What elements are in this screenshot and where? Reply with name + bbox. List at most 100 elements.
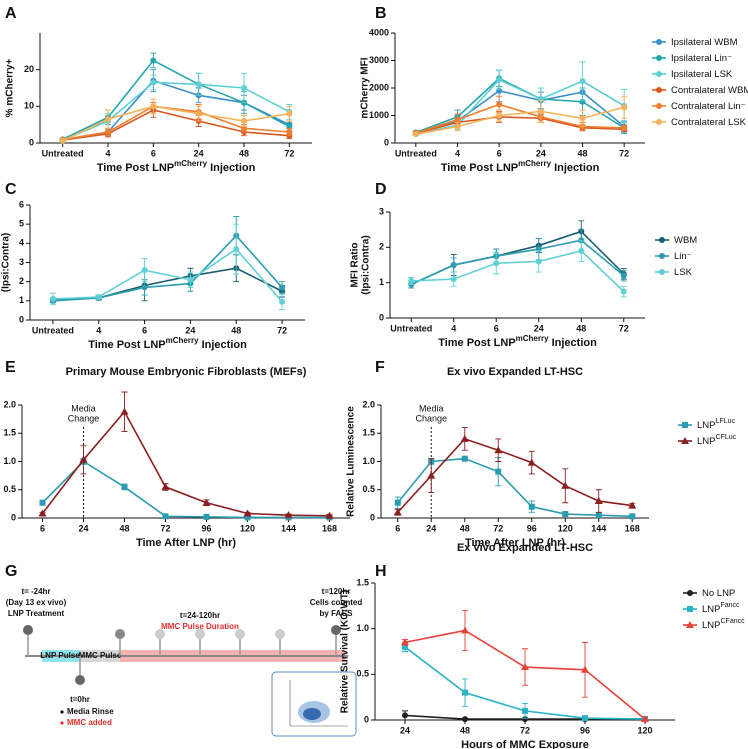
line xyxy=(410,239,625,286)
marker xyxy=(241,118,247,124)
facs-inset xyxy=(271,671,357,737)
marker xyxy=(578,247,585,254)
series xyxy=(49,223,286,310)
line xyxy=(41,410,330,517)
y-tick-label: 1 xyxy=(379,277,384,287)
x-axis-label: Hours of MMC Exposure xyxy=(461,739,589,749)
series xyxy=(408,220,627,289)
x-tick-label: 96 xyxy=(527,523,537,533)
marker xyxy=(521,663,529,671)
legend-entry: Lin⁻ xyxy=(674,251,692,262)
x-tick-label: 6 xyxy=(497,148,502,158)
lnp-pulse-label: LNP Pulse xyxy=(40,651,80,660)
x-tick-label: 120 xyxy=(240,523,255,533)
marker xyxy=(496,112,503,119)
legend-text: Ipsilateral LSK xyxy=(671,69,733,80)
x-tick-label: 6 xyxy=(395,523,400,533)
legend-marker xyxy=(656,103,662,109)
line xyxy=(52,267,283,301)
annotation-text: Change xyxy=(68,413,100,423)
legend-marker xyxy=(656,55,662,61)
marker xyxy=(493,260,500,267)
legend-text: No LNP xyxy=(702,588,735,599)
marker xyxy=(461,455,468,462)
end-time: t=120hr xyxy=(322,587,351,596)
line xyxy=(62,105,290,142)
y-tick-label: 0.5 xyxy=(3,484,16,494)
line xyxy=(415,106,625,135)
panel-letter: C xyxy=(5,181,17,198)
x-tick-label: 72 xyxy=(284,148,294,158)
x-tick-label: 24 xyxy=(78,523,88,533)
y-tick-label: 6 xyxy=(19,199,24,209)
marker xyxy=(450,276,457,283)
marker xyxy=(279,298,286,305)
legend-marker xyxy=(656,119,662,125)
x-tick-label: 120 xyxy=(637,725,652,735)
y-tick-label: 2.0 xyxy=(3,399,16,409)
x-tick-label: 72 xyxy=(619,148,629,158)
series xyxy=(394,455,636,520)
marker xyxy=(537,108,544,115)
line xyxy=(52,248,283,303)
marker xyxy=(450,262,457,268)
marker xyxy=(621,124,628,131)
y-tick-label: 1.5 xyxy=(362,428,375,438)
x-tick-label: 24 xyxy=(536,148,546,158)
window-label: MMC Pulse Duration xyxy=(161,622,239,631)
marker xyxy=(629,513,636,520)
line xyxy=(52,234,283,302)
chart-title: Ex vivo Expanded LT-HSC xyxy=(457,542,593,554)
legend-marker xyxy=(682,422,688,428)
x-tick-label: 48 xyxy=(460,523,470,533)
y-axis-label: Relative Survival (KO:WT) xyxy=(340,590,351,713)
legend-text: WBM xyxy=(674,235,697,246)
marker xyxy=(325,511,334,519)
y-tick-label: 1.5 xyxy=(3,428,16,438)
y-tick-label: 1.0 xyxy=(356,623,369,633)
panel-letter: A xyxy=(5,5,17,22)
line xyxy=(62,59,290,141)
marker xyxy=(454,116,461,123)
marker xyxy=(412,131,419,138)
legend-marker xyxy=(659,269,665,275)
x-tick-label: 48 xyxy=(231,325,241,335)
chart-title: Ex vivo Expanded LT-HSC xyxy=(447,366,583,378)
line xyxy=(415,78,625,135)
x-axis-label-sup: mCherry xyxy=(518,159,551,168)
legend-text: LNP xyxy=(702,620,720,631)
marker xyxy=(279,284,286,291)
legend-entry: LNPCFLuc xyxy=(697,434,737,446)
x-tick-label: 120 xyxy=(558,523,573,533)
legend-text: LSK xyxy=(674,267,693,278)
line xyxy=(415,89,625,135)
step: MMC added xyxy=(67,718,112,727)
marker xyxy=(121,483,128,490)
x-tick-label: 6 xyxy=(151,148,156,158)
x-axis-label-text: Time Post LNP xyxy=(88,339,165,351)
y-axis-label: mCherry MFI xyxy=(360,57,371,118)
y-axis-label: Positivity Ratio xyxy=(0,226,1,298)
x-tick-label: 6 xyxy=(142,325,147,335)
series xyxy=(59,98,293,144)
x-tick-label: 144 xyxy=(281,523,296,533)
marker xyxy=(49,295,56,302)
panel-letter: F xyxy=(375,359,385,376)
y-tick-label: 4000 xyxy=(369,27,389,37)
y-axis-label: % mCherry+ xyxy=(5,59,16,118)
x-tick-label: 48 xyxy=(239,148,249,158)
x-tick-label: Untreated xyxy=(395,148,437,158)
marker xyxy=(105,116,111,123)
x-tick-label: 6 xyxy=(40,523,45,533)
y-axis-label: MFI Ratio xyxy=(350,243,361,288)
x-tick-label: 48 xyxy=(119,523,129,533)
x-tick-label: 72 xyxy=(277,325,287,335)
x-tick-label: 4 xyxy=(455,148,460,158)
x-tick-label: 72 xyxy=(520,725,530,735)
marker xyxy=(150,103,157,110)
x-axis-label: Time Post LNPmCherry Injection xyxy=(438,334,597,349)
line xyxy=(410,230,625,286)
marker xyxy=(496,76,503,83)
marker xyxy=(150,79,157,86)
marker xyxy=(595,512,602,519)
